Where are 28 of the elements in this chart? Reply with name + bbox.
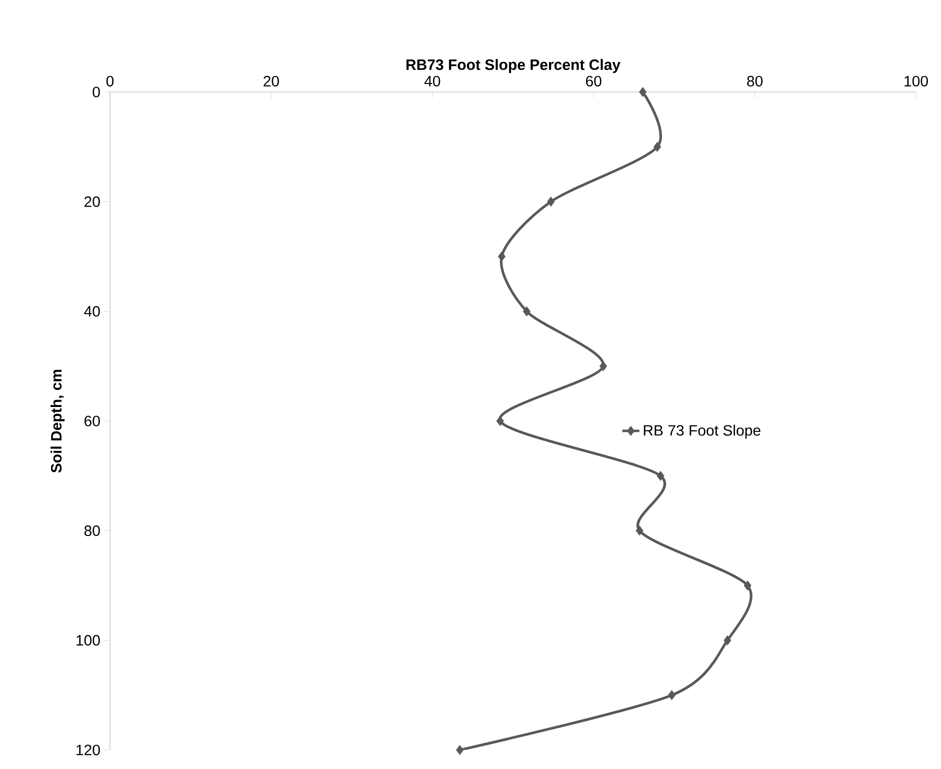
y-tick-label: 100: [76, 635, 100, 646]
point: [653, 142, 662, 152]
x-tick-label: 100: [904, 76, 928, 86]
point: [636, 526, 644, 536]
point: [744, 580, 752, 591]
point: [498, 251, 506, 262]
y-tick-label: 20: [84, 196, 100, 207]
point: [599, 361, 608, 372]
point: [638, 86, 647, 98]
x-tick-label: 20: [264, 76, 279, 86]
y-tick-label: 60: [84, 416, 100, 426]
point: [456, 744, 464, 756]
x-tick-label: 0: [106, 76, 114, 86]
y-axis-title: Soil Depth, cm: [50, 370, 65, 473]
y-tick-label: 40: [84, 306, 100, 317]
y-tick-label: 120: [76, 744, 100, 756]
point: [547, 196, 555, 207]
point: [724, 635, 732, 646]
x-tick-label: 60: [586, 76, 602, 86]
point: [656, 470, 664, 481]
point: [668, 690, 676, 700]
x-tick-label: 80: [747, 76, 763, 86]
y-tick-label: 0: [92, 86, 100, 98]
point: [522, 306, 531, 316]
x-tick-label: 40: [424, 76, 440, 86]
y-tick-label: 80: [84, 525, 100, 536]
legend-label: RB 73 Foot Slope: [644, 424, 760, 439]
x-axis-title: RB73 Foot Slope Percent Clay: [406, 59, 620, 73]
